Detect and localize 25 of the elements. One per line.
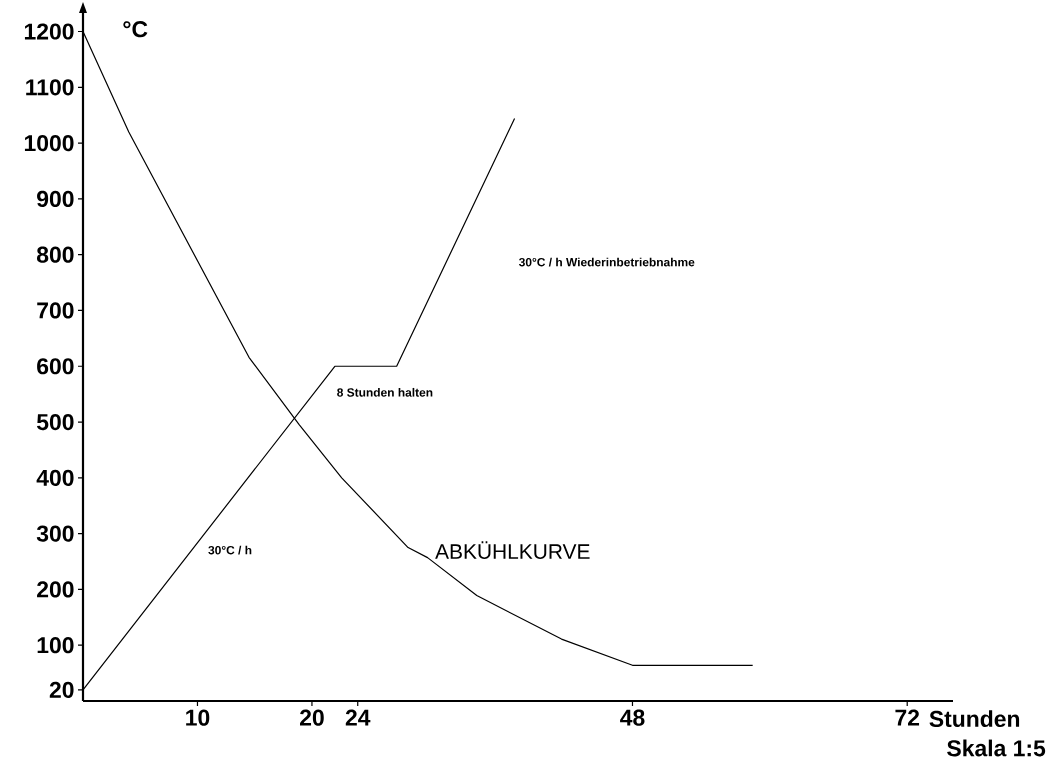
y-tick-label: 600 xyxy=(37,358,74,375)
x-tick-label: 20 xyxy=(300,709,324,726)
y-tick-label: 20 xyxy=(49,681,74,698)
x-tick-label: 10 xyxy=(186,709,210,726)
y-tick-label: 400 xyxy=(36,469,74,486)
y-tick-label: 1200 xyxy=(24,23,74,40)
y-tick-label: 700 xyxy=(37,302,74,319)
x-axis-title: Stunden xyxy=(929,710,1020,728)
annotation: 8 Stunden halten xyxy=(337,387,433,397)
y-tick-label: 800 xyxy=(36,246,74,263)
text: Skala 1:5 xyxy=(947,739,1046,757)
annotation: 30°C / h xyxy=(208,545,252,555)
y-tick-label: 500 xyxy=(36,413,74,431)
y-tick-label: 900 xyxy=(37,190,74,207)
y-tick-label: 200 xyxy=(37,581,74,598)
y-tick-label: 1100 xyxy=(26,79,74,96)
y-axis-title: °C xyxy=(123,21,148,38)
y-tick-label: 300 xyxy=(36,525,74,542)
annotation: 30°C / h Wiederinbetriebnahme xyxy=(518,257,695,267)
annotation: ABKÜHLKURVE xyxy=(435,541,590,559)
y-tick-label: 100 xyxy=(37,637,74,654)
x-tick-label: 48 xyxy=(620,709,645,726)
x-tick-label: 24 xyxy=(345,709,371,726)
x-tick-label: 72 xyxy=(895,709,920,726)
y-tick-label: 1000 xyxy=(24,134,74,152)
